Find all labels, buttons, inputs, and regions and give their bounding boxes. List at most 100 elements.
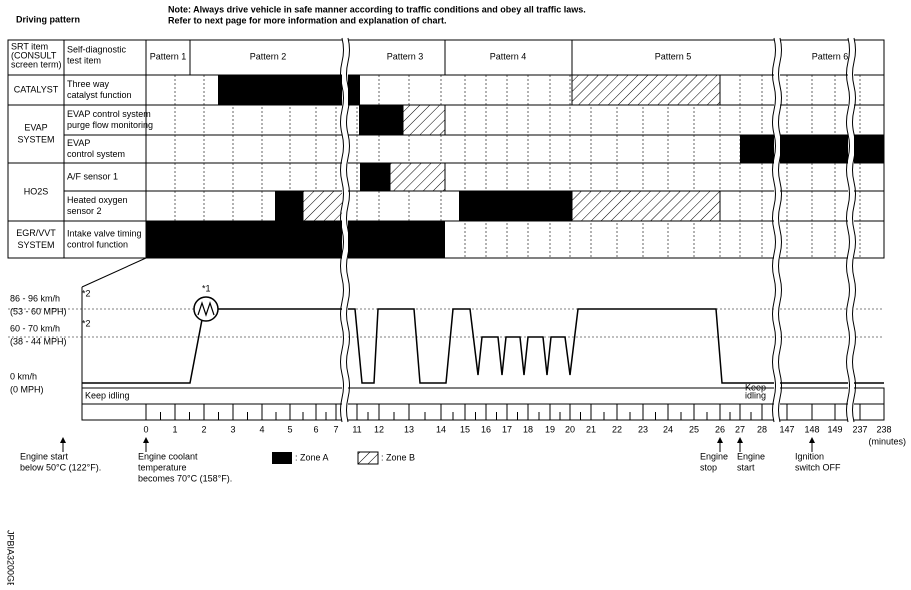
- zone-a: [359, 105, 403, 135]
- tick-label: 16: [481, 424, 491, 434]
- event-label: Engine coolant: [138, 451, 198, 461]
- zone-a: [275, 191, 303, 221]
- speed-label: 86 - 96 km/h: [10, 293, 60, 303]
- unit-label: (minutes): [868, 436, 906, 446]
- group-name: CATALYST: [14, 84, 59, 94]
- tick-label: 25: [689, 424, 699, 434]
- note: Refer to next page for more information …: [168, 15, 447, 25]
- footnote-mark: *2: [82, 288, 91, 298]
- tick-label: 4: [259, 424, 264, 434]
- break-line: [846, 37, 850, 423]
- tick-label: 27: [735, 424, 745, 434]
- group-name: SYSTEM: [17, 240, 54, 250]
- break-gap: [342, 38, 348, 422]
- test-item: A/F sensor 1: [67, 171, 118, 181]
- tick-label: 19: [545, 424, 555, 434]
- tick-label: 148: [804, 424, 819, 434]
- test-item: purge flow monitoring: [67, 120, 153, 130]
- pattern-label: Pattern 3: [387, 51, 424, 61]
- idle-label: idling: [745, 390, 766, 400]
- test-item: control system: [67, 149, 125, 159]
- zone-a: [360, 163, 390, 191]
- tick-label: 149: [827, 424, 842, 434]
- speed-profile: [82, 308, 884, 384]
- test-item: EVAP: [67, 138, 90, 148]
- idle-label: Keep: [745, 382, 766, 392]
- break-line: [852, 37, 856, 423]
- pattern-label: Pattern 4: [490, 51, 527, 61]
- pattern-label: Pattern 5: [655, 51, 692, 61]
- zone-b: [571, 74, 721, 106]
- tick-label: 0: [143, 424, 148, 434]
- srt-head: SRT item: [11, 41, 48, 51]
- tick-label: 23: [638, 424, 648, 434]
- event-label: switch OFF: [795, 462, 841, 472]
- srt-head: (CONSULT: [11, 50, 57, 60]
- speed-label: (38 - 44 MPH): [10, 336, 67, 346]
- tick-label: 3: [230, 424, 235, 434]
- arrow-head: [717, 437, 723, 443]
- zone-a: [740, 135, 884, 163]
- event-label: temperature: [138, 462, 187, 472]
- tick-label: 14: [436, 424, 446, 434]
- idle-label: Keep idling: [85, 390, 130, 400]
- event-label: Engine: [737, 451, 765, 461]
- tick-label: 238: [876, 424, 891, 434]
- marker-circle: [193, 296, 219, 322]
- title: Driving pattern: [16, 14, 80, 24]
- event-label: below 50°C (122°F).: [20, 462, 101, 472]
- test-item: EVAP control system: [67, 109, 151, 119]
- speed-label: 0 km/h: [10, 371, 37, 381]
- tick-label: 2: [201, 424, 206, 434]
- tick-label: 20: [565, 424, 575, 434]
- tick-label: 237: [852, 424, 867, 434]
- zone-a: [146, 221, 445, 258]
- speed-label: 60 - 70 km/h: [10, 323, 60, 333]
- tick-label: 24: [663, 424, 673, 434]
- tick-label: 15: [460, 424, 470, 434]
- zone-b: [302, 190, 346, 222]
- group-name: SYSTEM: [17, 134, 54, 144]
- test-item: catalyst function: [67, 90, 132, 100]
- test-item: Intake valve timing: [67, 228, 142, 238]
- legend-label: : Zone A: [295, 452, 329, 462]
- zone-b: [389, 162, 446, 192]
- test-item: sensor 2: [67, 206, 102, 216]
- footnote-mark: *2: [82, 318, 91, 328]
- zone-a: [348, 75, 360, 105]
- arrow-head: [143, 437, 149, 443]
- arrow-head: [60, 437, 66, 443]
- event-label: Engine: [700, 451, 728, 461]
- zone-a: [459, 191, 572, 221]
- tick-label: 1: [172, 424, 177, 434]
- event-label: Engine start: [20, 451, 69, 461]
- test-head: Self-diagnostic: [67, 44, 127, 54]
- zone-b: [402, 104, 446, 136]
- pattern-label: Pattern 2: [250, 51, 287, 61]
- break-line: [772, 37, 776, 423]
- tick-label: 17: [502, 424, 512, 434]
- tick-label: 13: [404, 424, 414, 434]
- tick-label: 21: [586, 424, 596, 434]
- test-item: Three way: [67, 79, 110, 89]
- tick-label: 28: [757, 424, 767, 434]
- marker-label: *1: [202, 283, 211, 293]
- tick-label: 12: [374, 424, 384, 434]
- speed-label: (0 MPH): [10, 384, 44, 394]
- legend-zone-a: [272, 452, 292, 464]
- arrow-head: [737, 437, 743, 443]
- legend-zone-b: [357, 451, 379, 465]
- tick-label: 22: [612, 424, 622, 434]
- break-line: [340, 37, 344, 423]
- speed-label: (53 - 60 MPH): [10, 306, 67, 316]
- group-name: EVAP: [24, 122, 47, 132]
- break-gap: [774, 38, 780, 422]
- event-label: Ignition: [795, 451, 824, 461]
- tick-label: 5: [287, 424, 292, 434]
- legend-label: : Zone B: [381, 452, 415, 462]
- event-label: start: [737, 462, 755, 472]
- tick-label: 6: [313, 424, 318, 434]
- arrow-head: [809, 437, 815, 443]
- pattern-label: Pattern 6: [812, 51, 849, 61]
